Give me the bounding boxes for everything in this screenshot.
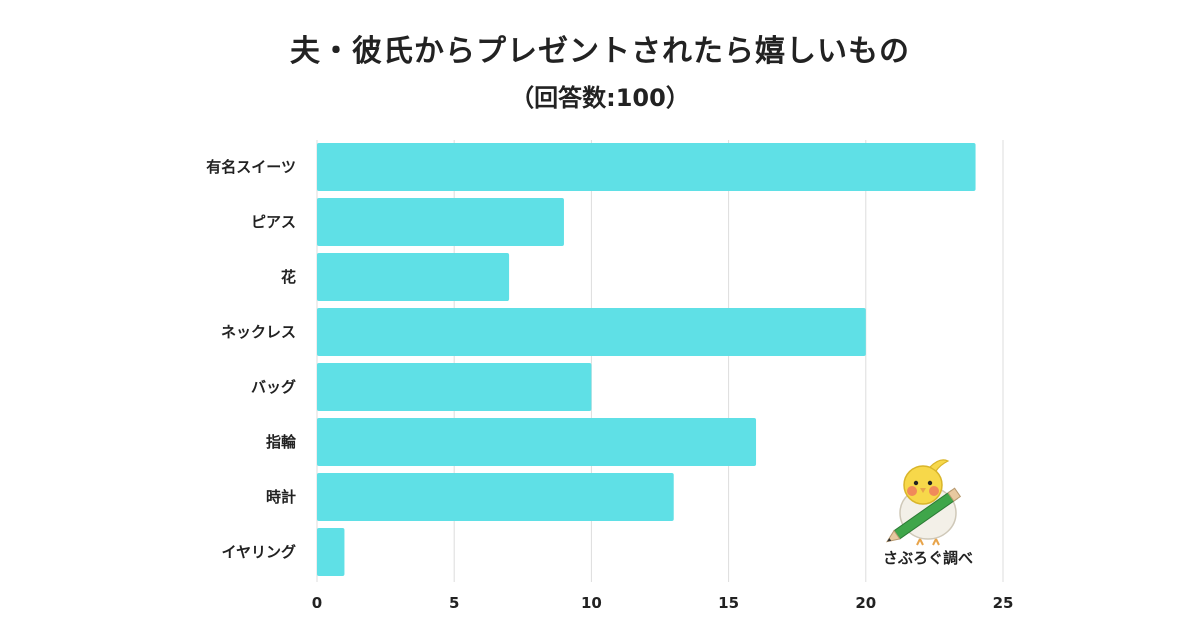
category-label: 有名スイーツ xyxy=(206,158,296,176)
x-tick-label: 20 xyxy=(855,594,876,612)
category-label: ピアス xyxy=(251,213,296,231)
category-label: 指輪 xyxy=(266,433,297,451)
bars xyxy=(317,143,976,576)
bar-0 xyxy=(317,143,976,191)
category-label: イヤリング xyxy=(221,543,296,561)
category-label: 花 xyxy=(281,268,296,286)
x-tick-label: 0 xyxy=(312,594,322,612)
chart-title: 夫・彼氏からプレゼントされたら嬉しいもの xyxy=(290,34,910,69)
bar-5 xyxy=(317,418,757,466)
category-label: バッグ xyxy=(251,378,296,396)
x-tick-label: 5 xyxy=(449,594,459,612)
chart-subtitle: （回答数:100） xyxy=(510,84,690,112)
x-tick-label: 25 xyxy=(993,594,1014,612)
brand-label: さぶろぐ調べ xyxy=(882,549,973,567)
x-tick-label: 15 xyxy=(718,594,739,612)
bar-1 xyxy=(317,198,564,246)
x-tick-label: 10 xyxy=(581,594,602,612)
bar-3 xyxy=(317,308,866,356)
category-label: 時計 xyxy=(266,488,296,506)
bar-2 xyxy=(317,253,510,301)
brand-badge: さぶろぐ調べ xyxy=(868,455,988,575)
x-axis-ticks: 0 5 10 15 20 25 xyxy=(312,594,1014,612)
bar-6 xyxy=(317,473,674,521)
bird-with-pencil-icon xyxy=(885,459,962,546)
bar-7 xyxy=(317,528,345,576)
category-label: ネックレス xyxy=(221,323,296,341)
bar-4 xyxy=(317,363,592,411)
